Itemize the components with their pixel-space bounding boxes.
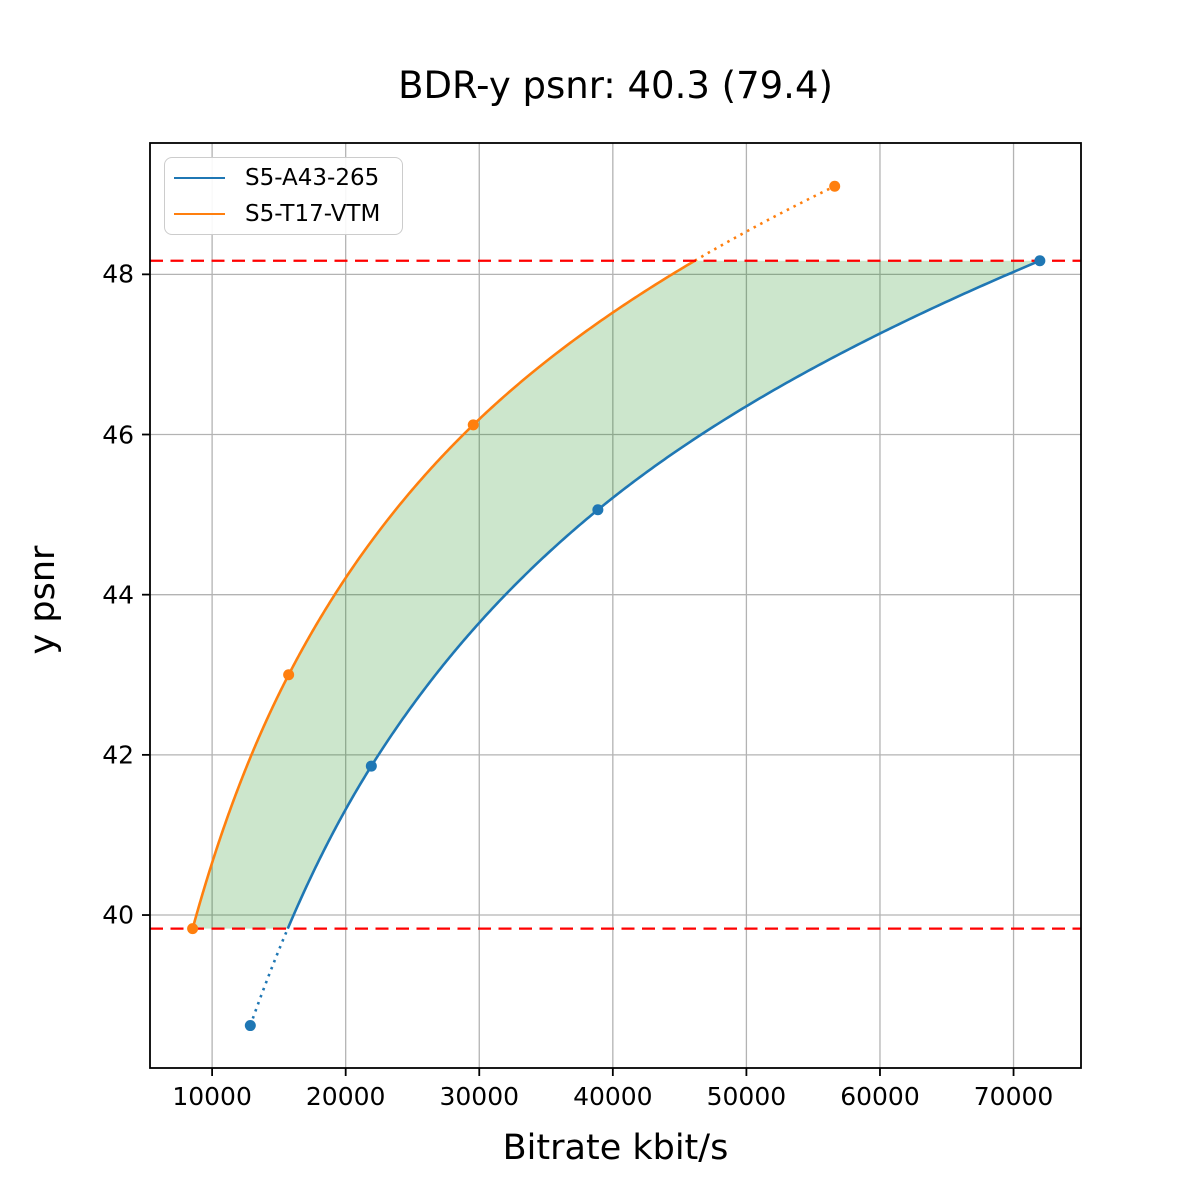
data-point-s5-t17-vtm xyxy=(829,180,841,192)
x-tick-label: 70000 xyxy=(973,1082,1054,1111)
x-tick-label: 30000 xyxy=(439,1082,520,1111)
bd-shaded-region xyxy=(192,260,1040,929)
y-tick-label: 46 xyxy=(102,420,134,449)
legend-label: S5-A43-265 xyxy=(245,164,380,191)
x-axis-label: Bitrate kbit/s xyxy=(502,1128,729,1168)
data-point-s5-t17-vtm xyxy=(283,669,295,681)
series-line-s5-a43-265-dotted xyxy=(249,928,289,1026)
plot-frame xyxy=(149,142,1082,1069)
legend-item-s5-t17-vtm: S5-T17-VTM xyxy=(165,201,402,227)
data-point-s5-a43-265 xyxy=(592,504,604,516)
legend-line-sample-blue xyxy=(174,177,225,179)
legend-item-s5-a43-265: S5-A43-265 xyxy=(165,165,402,191)
series-line-s5-t17-vtm-dotted xyxy=(694,185,836,262)
data-point-s5-t17-vtm xyxy=(467,419,479,431)
series-line-s5-a43-265 xyxy=(286,259,1041,930)
y-tick-label: 42 xyxy=(102,740,134,770)
data-point-s5-t17-vtm xyxy=(187,923,199,935)
chart-title: BDR-y psnr: 40.3 (79.4) xyxy=(398,64,833,107)
legend-line-sample-orange xyxy=(174,213,225,215)
y-tick-label: 48 xyxy=(102,259,134,289)
legend-label: S5-T17-VTM xyxy=(245,200,381,227)
x-tick-label: 60000 xyxy=(840,1082,920,1111)
y-axis-label: y psnr xyxy=(23,545,63,655)
x-tick-label: 40000 xyxy=(573,1082,653,1111)
x-tick-label: 50000 xyxy=(706,1082,787,1111)
data-point-s5-a43-265 xyxy=(244,1020,256,1032)
data-point-s5-a43-265 xyxy=(365,760,377,772)
data-point-s5-a43-265 xyxy=(1034,255,1046,267)
x-tick-label: 10000 xyxy=(172,1082,252,1111)
series-line-s5-t17-vtm xyxy=(191,259,696,929)
y-tick-label: 40 xyxy=(102,900,134,930)
legend: S5-A43-265 S5-T17-VTM xyxy=(164,157,403,235)
y-tick-label: 44 xyxy=(102,580,134,610)
x-tick-label: 20000 xyxy=(305,1082,386,1111)
